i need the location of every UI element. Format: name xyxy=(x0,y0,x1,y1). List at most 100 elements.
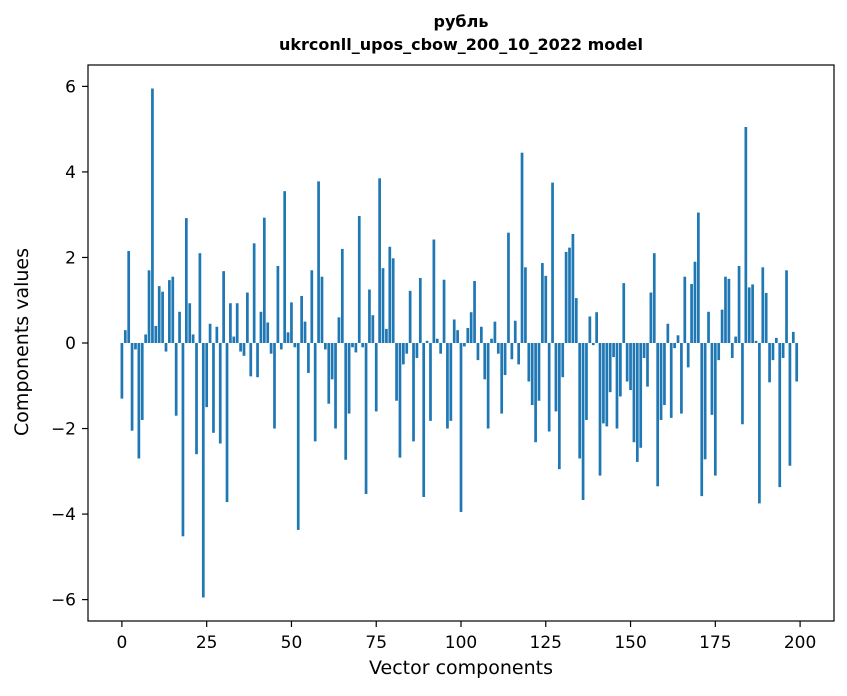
bar xyxy=(473,280,476,343)
bar xyxy=(754,340,758,343)
bar xyxy=(595,312,598,343)
bar xyxy=(374,343,378,412)
bar xyxy=(446,343,449,429)
bar xyxy=(296,343,300,530)
bar xyxy=(771,343,775,361)
bar xyxy=(266,322,270,343)
bar xyxy=(564,251,568,343)
bar xyxy=(273,343,276,429)
bar xyxy=(347,343,351,414)
bar xyxy=(276,266,280,343)
bar xyxy=(456,330,459,343)
bar xyxy=(408,290,412,343)
bar xyxy=(259,311,263,343)
chart-subtitle: ukrconll_upos_cbow_200_10_2022 model xyxy=(278,35,644,54)
bar xyxy=(764,292,768,343)
bar xyxy=(229,303,232,343)
bar xyxy=(713,343,717,476)
x-tick-label: 175 xyxy=(699,633,731,653)
x-tick-label: 100 xyxy=(445,633,477,653)
bar xyxy=(330,343,334,380)
bar xyxy=(646,343,649,387)
bar xyxy=(639,343,643,448)
bar xyxy=(120,343,124,399)
bar xyxy=(310,270,314,343)
bar xyxy=(530,343,534,406)
bar xyxy=(588,316,592,343)
bar xyxy=(279,343,283,350)
bar xyxy=(222,271,225,343)
bar xyxy=(422,343,426,497)
bar xyxy=(693,261,697,343)
y-tick-label: 6 xyxy=(65,77,76,97)
x-tick-label: 125 xyxy=(530,633,562,653)
bar xyxy=(669,343,673,418)
bar xyxy=(527,343,531,382)
x-axis-ticks: 0 25 50 75 100 125 150 175 200 xyxy=(116,621,816,653)
bar xyxy=(246,292,249,343)
bar xyxy=(429,343,432,421)
bar xyxy=(320,276,324,343)
bar xyxy=(401,343,405,365)
y-tick-label: 2 xyxy=(65,248,76,268)
bar xyxy=(364,343,368,494)
bar xyxy=(544,275,548,343)
bar xyxy=(612,343,615,358)
bar xyxy=(303,321,307,343)
bar xyxy=(500,343,504,414)
bar xyxy=(795,343,799,382)
bar xyxy=(334,343,337,429)
bar xyxy=(547,343,551,432)
bar xyxy=(768,343,771,383)
bar xyxy=(351,343,354,348)
bar xyxy=(608,343,612,393)
bar xyxy=(551,182,554,343)
bar xyxy=(578,343,582,459)
bar xyxy=(619,343,622,397)
bar xyxy=(405,343,409,354)
bar xyxy=(398,343,402,458)
bar xyxy=(324,343,327,350)
bar xyxy=(697,212,700,343)
bar xyxy=(510,343,514,360)
bar xyxy=(415,343,419,358)
bar xyxy=(225,343,229,503)
y-tick-label: 4 xyxy=(65,163,76,183)
x-tick-label: 150 xyxy=(614,633,646,653)
bar xyxy=(198,253,202,343)
bar xyxy=(574,298,578,343)
bar xyxy=(486,343,490,429)
bar xyxy=(758,343,761,504)
bar xyxy=(239,343,242,352)
x-tick-label: 25 xyxy=(196,633,218,653)
y-tick-label: −2 xyxy=(51,420,76,440)
bar xyxy=(686,343,690,368)
bar xyxy=(466,328,470,343)
bar xyxy=(218,343,222,444)
bar xyxy=(700,343,704,497)
axes-frame xyxy=(87,64,835,622)
bar xyxy=(537,343,541,401)
bar xyxy=(307,343,310,373)
y-tick-label: −4 xyxy=(51,505,76,525)
bar xyxy=(761,267,765,343)
bar xyxy=(496,343,500,354)
bar xyxy=(269,343,273,354)
bar xyxy=(205,343,209,408)
bar xyxy=(313,343,317,442)
chart-title: рубль xyxy=(433,12,489,31)
bar xyxy=(571,233,575,343)
bar xyxy=(652,253,656,343)
bar xyxy=(751,284,754,343)
bar xyxy=(368,289,371,343)
bar xyxy=(371,315,375,343)
x-axis-label: Vector components xyxy=(369,657,553,679)
bar xyxy=(212,343,215,433)
bar xyxy=(168,280,171,343)
bar xyxy=(134,343,137,350)
bar xyxy=(235,303,239,343)
bar-series xyxy=(120,88,799,598)
bar xyxy=(385,328,388,343)
bar xyxy=(581,343,585,500)
bar xyxy=(395,343,398,401)
